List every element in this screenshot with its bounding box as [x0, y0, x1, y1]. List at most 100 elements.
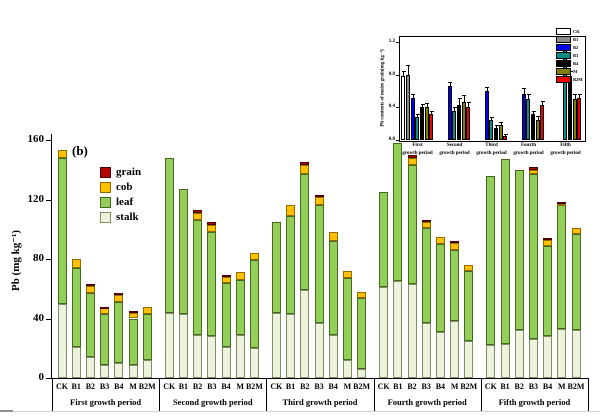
- main-y-tick: [46, 318, 51, 320]
- main-x-category-label: B1: [71, 382, 81, 391]
- bar-segment-stalk: [142, 360, 152, 378]
- inset-error-cap: [401, 70, 406, 72]
- bar-segment-cob: [235, 272, 245, 280]
- inset-bar-M: [535, 119, 540, 140]
- inset-legend-label: M: [573, 69, 578, 74]
- inset-error-cap: [415, 113, 420, 115]
- inset-legend-item-B1: B1: [556, 36, 583, 43]
- main-x-category-label: B2: [514, 382, 524, 391]
- inset-bar-CK: [401, 76, 406, 140]
- main-group-label: Fifth growth period: [498, 397, 571, 407]
- bar-segment-grain: [421, 220, 431, 223]
- inset-error-bar: [403, 70, 405, 77]
- main-y-tick-label: 160: [27, 133, 45, 145]
- inset-legend-item-M: M: [556, 68, 583, 75]
- bar-segment-stalk: [543, 336, 553, 378]
- bar-segment-leaf: [514, 169, 524, 331]
- main-group-label: First growth period: [70, 397, 142, 407]
- inset-error-cap: [429, 110, 434, 112]
- bar-segment-grain: [450, 241, 460, 244]
- inset-error-cap: [448, 82, 453, 84]
- inset-bar-B2: [484, 91, 489, 140]
- inset-x-label-growth: growth period: [550, 151, 581, 156]
- bar-segment-leaf: [357, 297, 367, 370]
- inset-error-cap: [573, 94, 578, 96]
- bar-segment-stalk: [271, 312, 281, 378]
- bar-segment-leaf: [393, 142, 403, 282]
- bar-segment-grain: [557, 202, 567, 205]
- inset-bar-B2M: [540, 104, 545, 140]
- inset-bar-M: [572, 99, 577, 140]
- main-x-category-label: B2M: [460, 382, 478, 391]
- main-x-category-label: B4: [328, 382, 338, 391]
- inset-bar-B4: [420, 107, 424, 140]
- main-legend: grain cob leaf stalk: [100, 166, 141, 226]
- main-x-category-label: B2M: [353, 382, 371, 391]
- bar-segment-cob: [71, 259, 81, 268]
- bar-segment-stalk: [300, 290, 310, 378]
- bar-segment-leaf: [528, 174, 538, 340]
- main-group-separator: [480, 378, 482, 411]
- bar-segment-stalk: [314, 322, 324, 378]
- inset-y-tick-label: 0.0: [388, 137, 395, 142]
- bar-segment-cob: [85, 285, 95, 294]
- inset-x-label-period: First: [412, 143, 423, 148]
- inset-legend-label: B2: [573, 45, 579, 50]
- inset-y-tick: [396, 74, 399, 76]
- bar-segment-stalk: [464, 340, 474, 378]
- bar-segment-leaf: [249, 260, 259, 349]
- inset-bar-B4: [531, 113, 535, 140]
- inset-bar-M: [498, 125, 503, 140]
- main-x-category-label: B1: [500, 382, 510, 391]
- inset-bar-B2: [521, 94, 526, 140]
- main-y-tick: [46, 140, 51, 141]
- main-x-category-label: B3: [528, 382, 539, 391]
- inset-bar-B2: [447, 86, 452, 140]
- inset-error-bar: [542, 100, 544, 105]
- bar-segment-stalk: [357, 369, 367, 378]
- inset-error-cap: [462, 95, 467, 97]
- bar-segment-leaf: [235, 279, 245, 335]
- inset-error-cap: [425, 103, 430, 105]
- inset-error-bar: [422, 104, 423, 108]
- bar-segment-leaf: [142, 314, 152, 361]
- bar-segment-stalk: [85, 357, 95, 378]
- inset-x-label-growth: growth period: [402, 151, 433, 156]
- bar-segment-stalk: [557, 328, 567, 378]
- inset-error-bar: [528, 94, 530, 100]
- main-x-category-label: CK: [56, 382, 68, 391]
- bar-segment-cob: [528, 169, 538, 175]
- main-x-category-label: CK: [270, 382, 283, 391]
- inset-error-bar: [537, 116, 539, 120]
- inset-legend: CK B1 B2 B3 B4 M B2M: [556, 28, 583, 84]
- inset-error-bar: [463, 95, 465, 102]
- inset-error-cap: [494, 125, 499, 127]
- inset-error-cap: [406, 64, 411, 66]
- B1-swatch-icon: [556, 36, 571, 43]
- bar-segment-cob: [300, 165, 310, 175]
- inset-x-label-period: Fourth: [521, 143, 536, 148]
- main-x-category-label: B4: [114, 382, 124, 391]
- bar-segment-stalk: [500, 343, 510, 378]
- inset-error-bar: [496, 125, 497, 128]
- bar-segment-leaf: [71, 267, 81, 347]
- main-x-category-label: B4: [221, 382, 231, 391]
- inset-error-bar: [449, 82, 451, 87]
- inset-error-bar: [417, 113, 419, 118]
- bar-segment-stalk: [114, 363, 124, 378]
- inset-legend-item-CK: CK: [556, 28, 583, 35]
- main-y-tick: [46, 259, 51, 260]
- inset-bar-B2M: [577, 97, 582, 140]
- bar-segment-cob: [342, 270, 352, 279]
- inset-y-tick: [396, 140, 399, 141]
- inset-legend-item-B3: B3: [556, 52, 583, 59]
- main-legend-item-leaf: leaf: [100, 196, 141, 208]
- bar-segment-leaf: [164, 157, 174, 313]
- grain-swatch-icon: [100, 166, 111, 178]
- bar-segment-leaf: [207, 232, 217, 337]
- main-x-category-label: B2: [407, 382, 417, 391]
- main-x-category-label: B3: [99, 382, 110, 391]
- M-swatch-icon: [556, 68, 571, 75]
- main-y-tick: [46, 199, 51, 201]
- main-x-category-label: B2M: [245, 382, 263, 391]
